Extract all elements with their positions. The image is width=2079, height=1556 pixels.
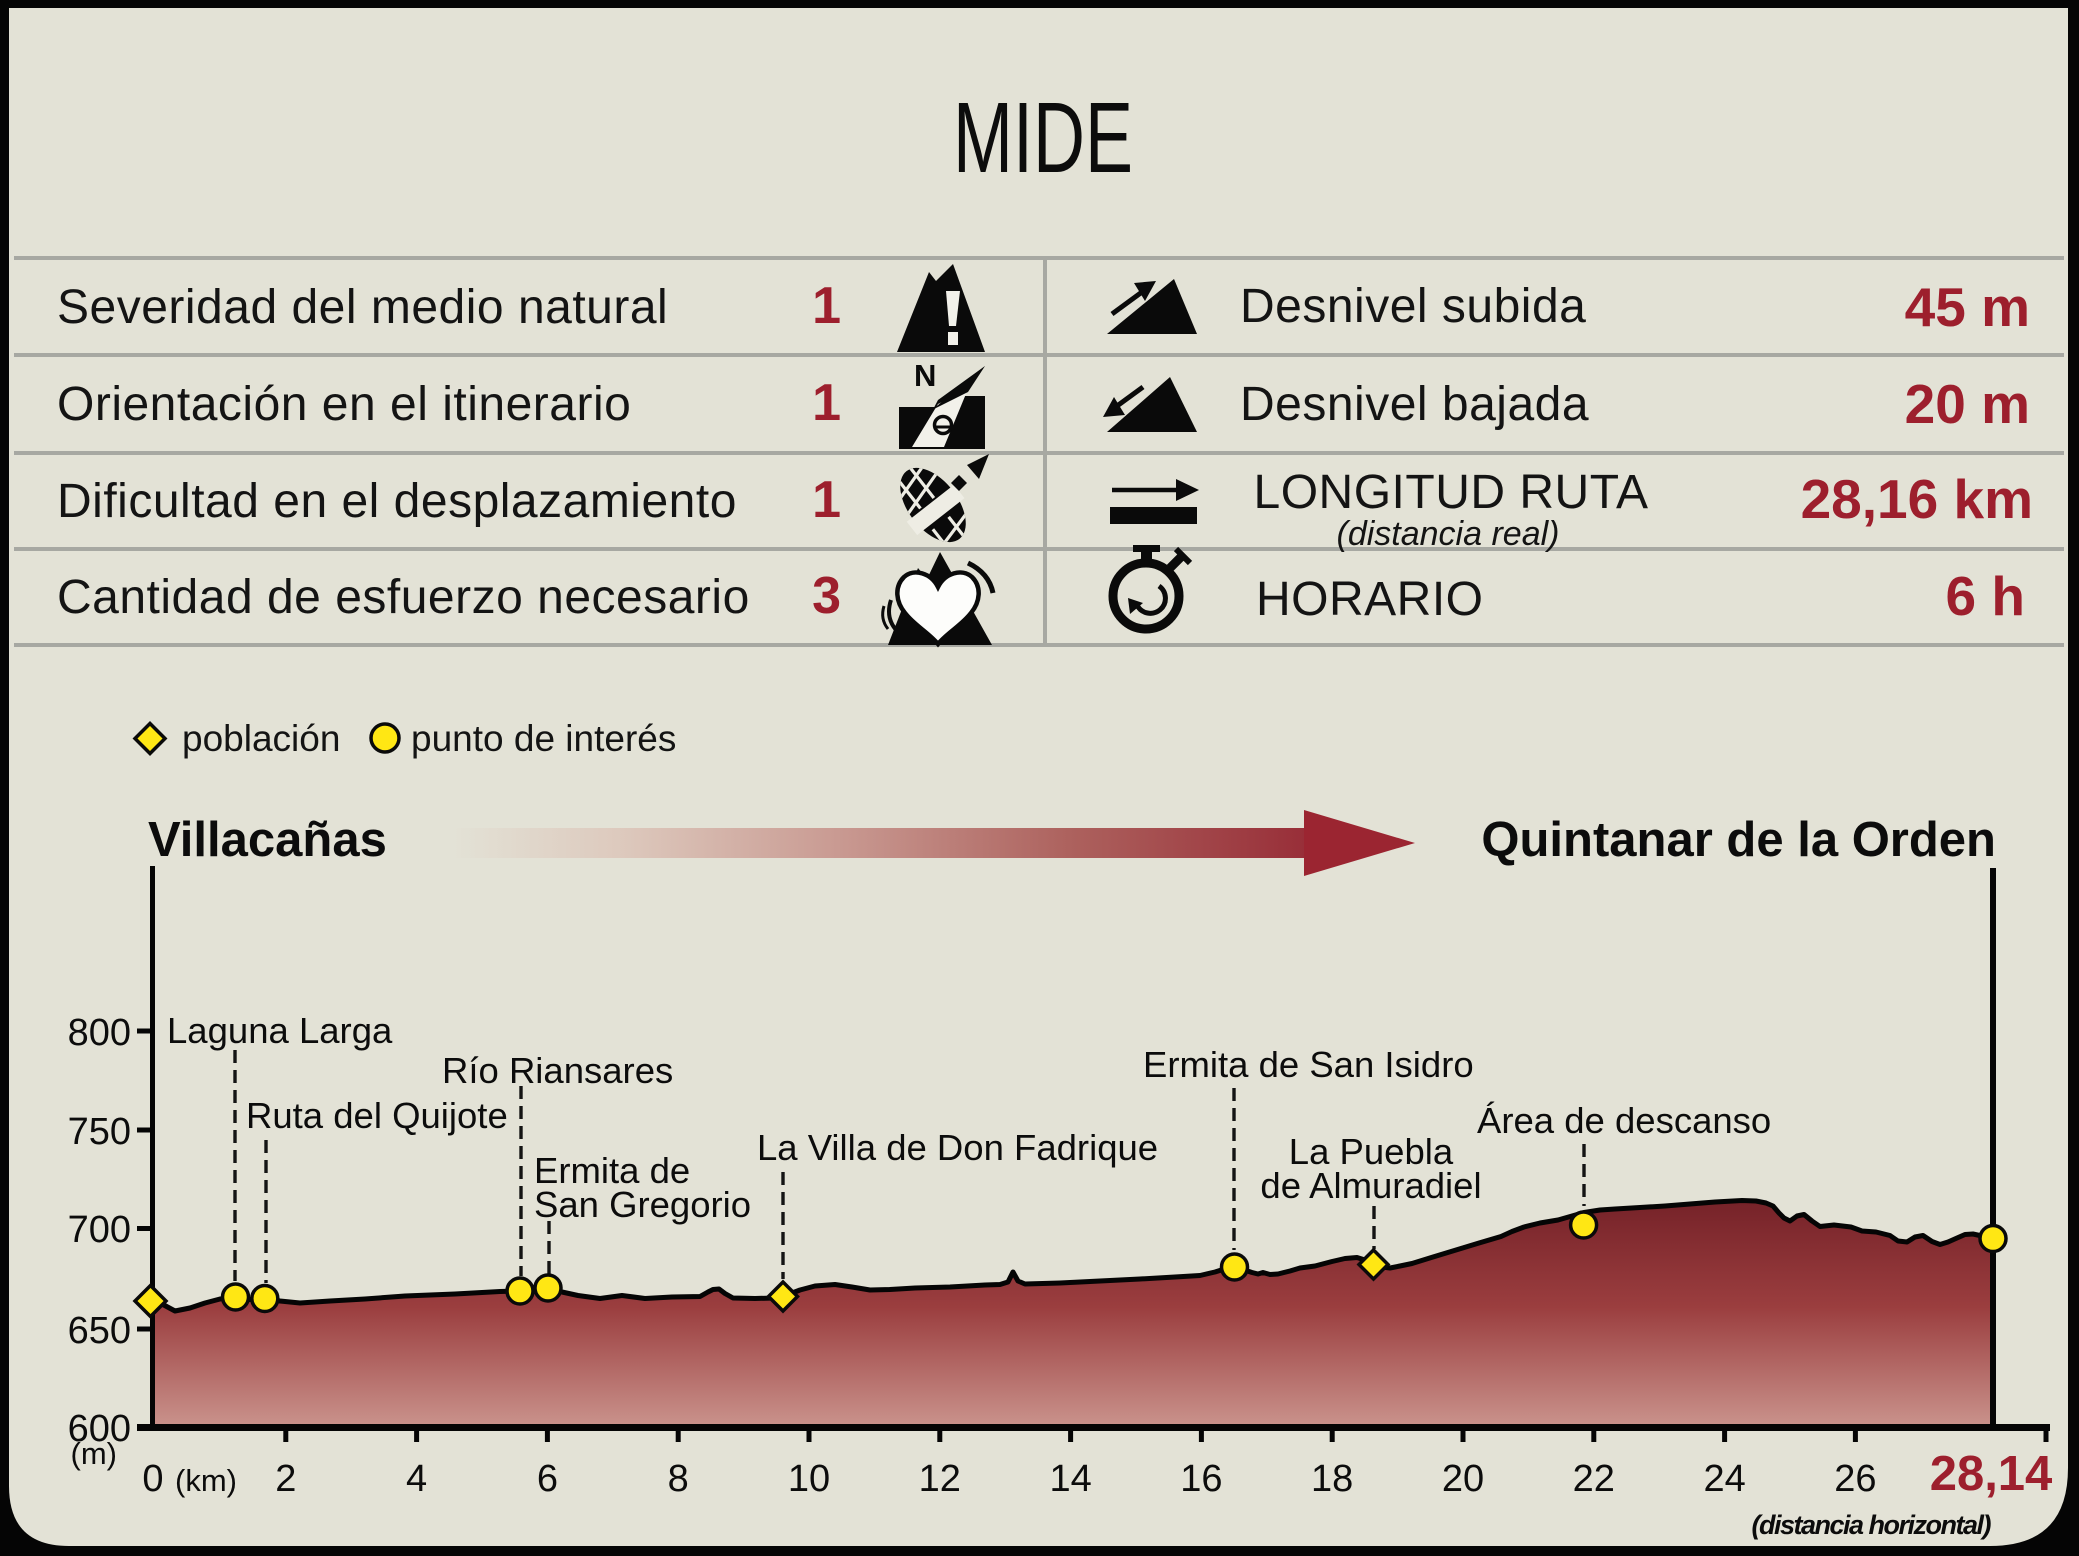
- svg-text:700: 700: [68, 1209, 131, 1251]
- svg-text:San Gregorio: San Gregorio: [534, 1184, 751, 1225]
- svg-text:28,14: 28,14: [1930, 1447, 2053, 1501]
- svg-text:650: 650: [68, 1310, 131, 1352]
- svg-text:Laguna Larga: Laguna Larga: [167, 1010, 393, 1051]
- svg-text:Severidad del medio natural: Severidad del medio natural: [57, 281, 668, 334]
- svg-text:750: 750: [68, 1111, 131, 1153]
- svg-text:Villacañas: Villacañas: [148, 813, 387, 867]
- svg-text:Quintanar de la Orden: Quintanar de la Orden: [1481, 813, 1996, 867]
- svg-text:28,16 km: 28,16 km: [1801, 468, 2033, 530]
- svg-text:22: 22: [1573, 1458, 1615, 1500]
- svg-text:600: 600: [68, 1408, 131, 1450]
- svg-text:16: 16: [1180, 1458, 1222, 1500]
- svg-text:8: 8: [668, 1458, 689, 1500]
- svg-text:Área de descanso: Área de descanso: [1477, 1100, 1771, 1141]
- svg-text:Ermita de: Ermita de: [534, 1150, 690, 1191]
- svg-text:LONGITUD RUTA: LONGITUD RUTA: [1254, 466, 1649, 519]
- svg-text:punto de interés: punto de interés: [411, 718, 676, 759]
- svg-text:N: N: [914, 358, 936, 393]
- svg-text:Dificultad en el desplazamient: Dificultad en el desplazamiento: [57, 475, 737, 528]
- svg-text:2: 2: [275, 1458, 296, 1500]
- svg-text:0: 0: [142, 1458, 163, 1500]
- svg-text:Desnivel bajada: Desnivel bajada: [1240, 378, 1589, 431]
- svg-text:(distancia horizontal): (distancia horizontal): [1751, 1510, 1991, 1540]
- svg-text:6 h: 6 h: [1946, 565, 2025, 627]
- svg-text:HORARIO: HORARIO: [1256, 573, 1484, 626]
- svg-text:14: 14: [1049, 1458, 1091, 1500]
- svg-text:18: 18: [1311, 1458, 1353, 1500]
- svg-text:Orientación en el itinerario: Orientación en el itinerario: [57, 378, 631, 431]
- svg-text:(m): (m): [71, 1436, 117, 1471]
- svg-text:24: 24: [1703, 1458, 1745, 1500]
- svg-text:(distancia real): (distancia real): [1337, 515, 1560, 553]
- svg-text:10: 10: [788, 1458, 830, 1500]
- svg-text:3: 3: [812, 567, 841, 625]
- svg-text:Ruta del Quijote: Ruta del Quijote: [246, 1095, 508, 1136]
- svg-text:Cantidad de esfuerzo necesario: Cantidad de esfuerzo necesario: [57, 571, 750, 624]
- svg-text:6: 6: [537, 1458, 558, 1500]
- svg-text:MIDE: MIDE: [953, 82, 1133, 193]
- svg-text:población: población: [182, 718, 340, 759]
- svg-text:20 m: 20 m: [1905, 373, 2030, 435]
- svg-text:4: 4: [406, 1458, 427, 1500]
- svg-text:(km): (km): [175, 1463, 237, 1498]
- svg-text:Desnivel subida: Desnivel subida: [1240, 280, 1586, 333]
- svg-text:Ermita de San Isidro: Ermita de San Isidro: [1143, 1044, 1474, 1085]
- svg-text:Río Riansares: Río Riansares: [442, 1050, 673, 1091]
- svg-text:1: 1: [812, 471, 841, 529]
- svg-text:La Puebla: La Puebla: [1289, 1131, 1454, 1172]
- svg-text:20: 20: [1442, 1458, 1484, 1500]
- svg-text:La Villa de Don Fadrique: La Villa de Don Fadrique: [757, 1127, 1158, 1168]
- svg-text:45 m: 45 m: [1905, 276, 2030, 338]
- svg-text:26: 26: [1834, 1458, 1876, 1500]
- svg-text:800: 800: [68, 1012, 131, 1054]
- svg-text:1: 1: [812, 277, 841, 335]
- svg-text:12: 12: [919, 1458, 961, 1500]
- svg-text:1: 1: [812, 374, 841, 432]
- svg-text:de Almuradiel: de Almuradiel: [1260, 1165, 1481, 1206]
